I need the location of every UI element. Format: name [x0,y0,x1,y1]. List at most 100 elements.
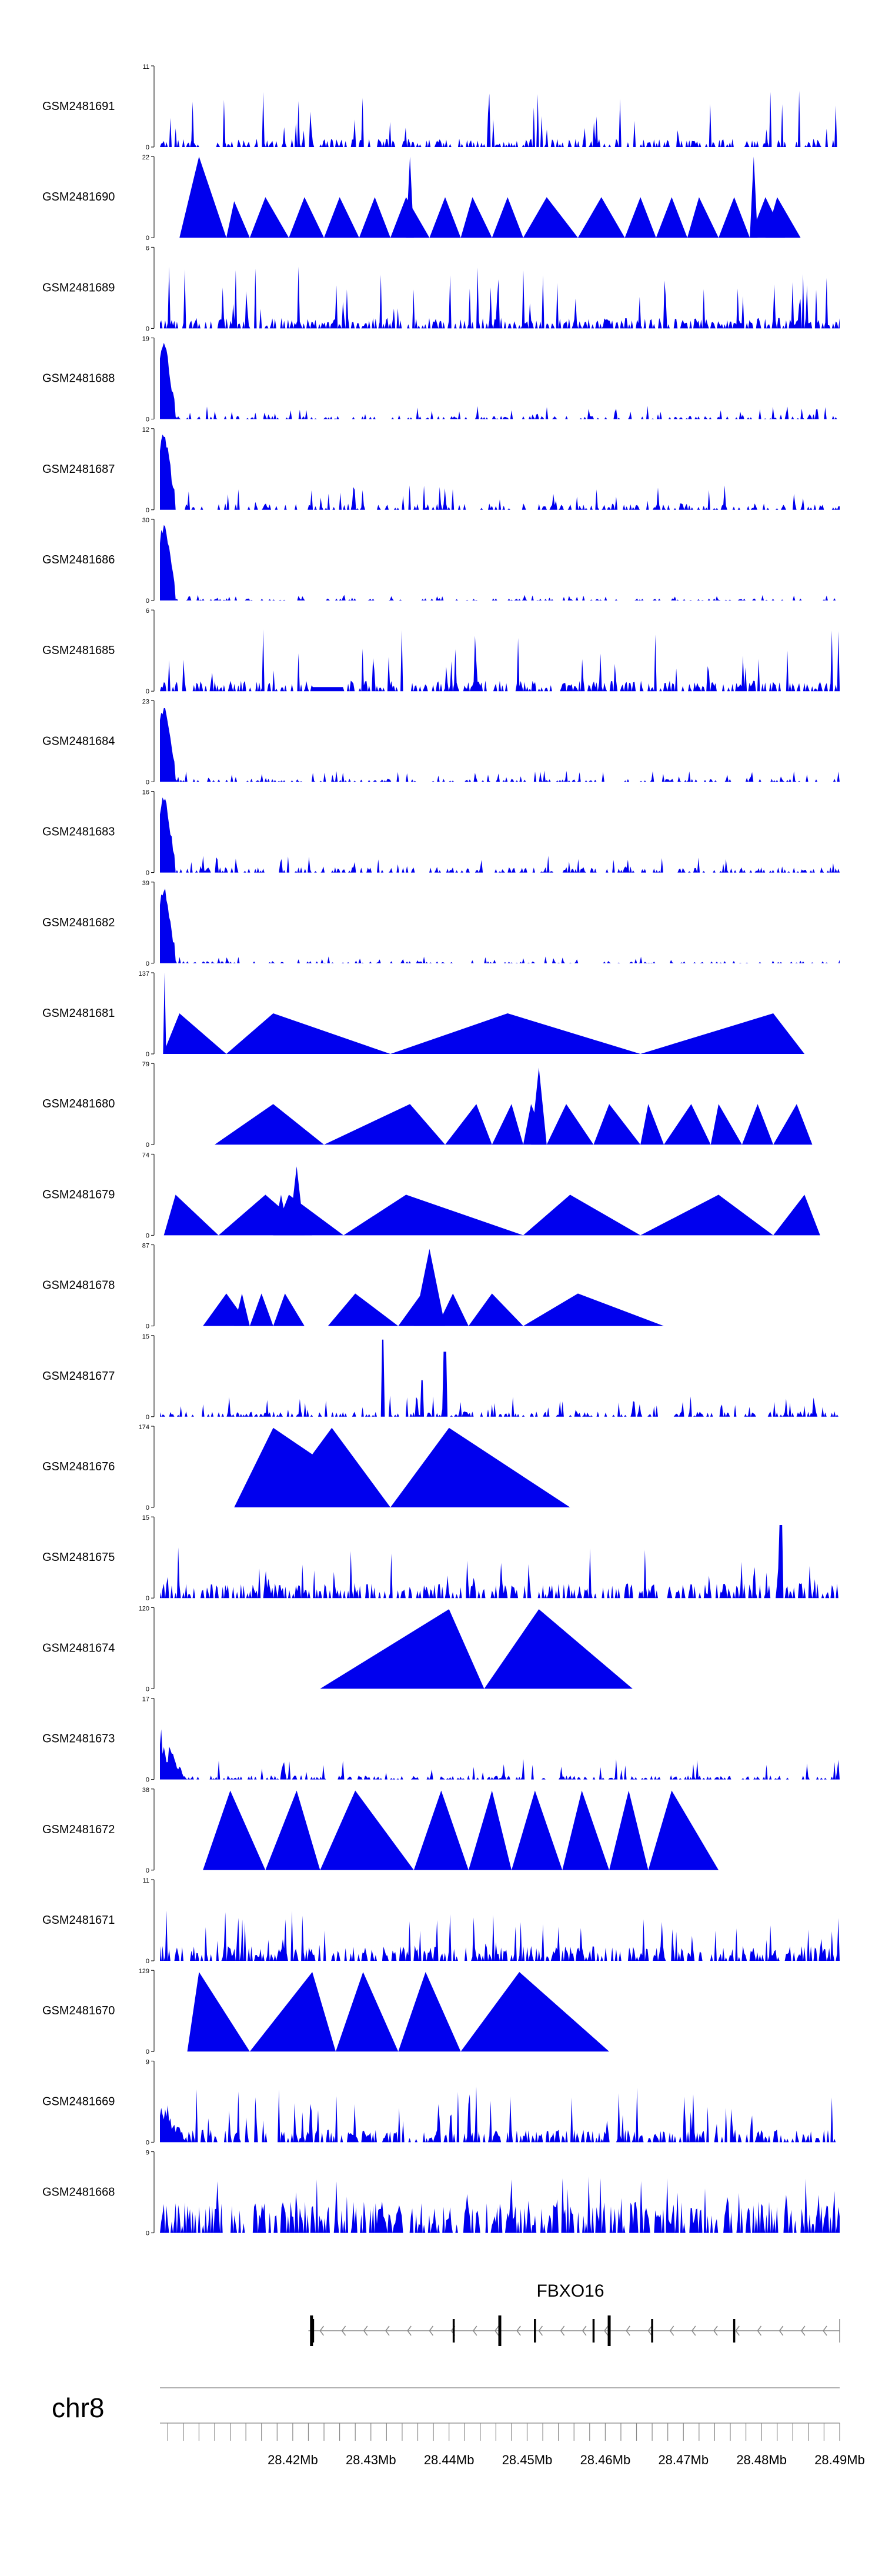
y-min-label: 0 [146,598,149,605]
y-min-label: 0 [146,416,149,423]
track-label: GSM2481675 [42,1551,115,1564]
coverage-peak [484,1609,633,1689]
y-min-label: 0 [146,1323,149,1330]
x-tick-label: 28.43Mb [346,2452,396,2467]
y-max-label: 39 [142,880,149,887]
strand-arrow [669,2325,674,2336]
coverage-peak [429,197,461,238]
y-max-label: 6 [146,608,149,615]
coverage-peak [359,197,390,238]
coverage-peak [468,1293,523,1326]
coverage-area [160,708,840,782]
y-max-label: 17 [142,1696,149,1703]
y-max-label: 6 [146,245,149,252]
y-max-label: 16 [142,789,149,796]
track-label: GSM2481685 [42,644,115,657]
y-min-label: 0 [146,1595,149,1602]
strand-arrow [800,2325,806,2336]
coverage-peak [265,1790,320,1870]
y-max-label: 12 [142,426,149,433]
y-min-label: 0 [146,1504,149,1511]
coverage-peak [531,1067,547,1145]
track-label: GSM2481689 [42,281,115,294]
y-max-label: 9 [146,2150,149,2157]
coverage-peak [750,156,758,238]
y-max-label: 79 [142,1061,149,1068]
y-min-label: 0 [146,1142,149,1149]
coverage-peak [226,201,250,238]
coverage-area [160,2086,840,2143]
track-GSM2481668: GSM2481668 9 0 [42,2150,840,2237]
y-max-label: 137 [139,970,149,977]
track-label: GSM2481681 [42,1007,115,1020]
track-GSM2481671: GSM2481671 11 0 [42,1877,840,1965]
coverage-peak [163,1194,219,1236]
track-GSM2481676: GSM2481676 174 0 [42,1424,570,1511]
track-GSM2481688: GSM2481688 19 0 [42,336,840,423]
track-GSM2481672: GSM2481672 38 0 [42,1787,719,1874]
y-max-label: 15 [142,1333,149,1340]
coverage-peak [406,156,414,238]
coverage-peak [320,1609,485,1689]
strand-arrow [604,2325,609,2336]
strand-arrow [385,2325,390,2336]
coverage-peak [203,1790,266,1870]
track-GSM2481673: GSM2481673 17 0 [42,1696,840,1784]
y-min-label: 0 [146,1051,149,1058]
coverage-peak [523,1293,664,1326]
coverage-area [160,91,840,147]
y-max-label: 129 [139,1968,149,1975]
coverage-peak [624,197,656,238]
coverage-area [160,629,840,692]
coverage-peak [390,1427,570,1507]
track-label: GSM2481677 [42,1370,115,1383]
coverage-peak [249,197,289,238]
track-GSM2481684: GSM2481684 23 0 [42,698,840,786]
coverage-peak [273,1427,390,1507]
coverage-peak [640,1013,805,1054]
coverage-peak [324,197,359,238]
coverage-peak [656,197,687,238]
coverage-peak [390,1013,641,1054]
coverage-area [160,1525,840,1599]
coverage-peak [437,1293,469,1326]
y-min-label: 0 [146,507,149,514]
coverage-peak [163,973,166,1054]
x-tick-label: 28.48Mb [736,2452,787,2467]
track-label: GSM2481683 [42,826,115,839]
coverage-peak [609,1790,649,1870]
y-min-label: 0 [146,1414,149,1421]
coverage-peak [773,1104,813,1145]
coverage-peak [640,1104,664,1145]
track-label: GSM2481669 [42,2095,115,2108]
y-max-label: 30 [142,517,149,524]
y-max-label: 174 [139,1424,149,1431]
track-GSM2481681: GSM2481681 137 0 [42,970,805,1058]
strand-arrow [363,2325,368,2336]
coverage-peak [335,1971,399,2052]
track-label: GSM2481684 [42,735,115,748]
coverage-peak [187,1971,250,2052]
coverage-peak [179,156,226,238]
y-min-label: 0 [146,1958,149,1965]
coverage-area [160,525,840,600]
coverage-peak [577,197,625,238]
y-min-label: 0 [146,1686,149,1693]
coverage-peak [492,197,523,238]
gene-track: FBXO16 [308,2281,840,2346]
track-label: GSM2481690 [42,191,115,203]
y-min-label: 0 [146,870,149,877]
track-label: GSM2481678 [42,1279,115,1292]
coverage-peak [741,1104,774,1145]
y-max-label: 9 [146,2058,149,2066]
strand-arrow [319,2325,324,2336]
track-label: GSM2481670 [42,2004,115,2017]
track-label: GSM2481679 [42,1188,115,1201]
track-GSM2481682: GSM2481682 39 0 [42,880,840,967]
track-GSM2481685: GSM2481685 6 0 [42,608,840,695]
coverage-peak [511,1790,563,1870]
track-label: GSM2481676 [42,1460,115,1473]
coverage-peak [492,1104,523,1145]
coverage-peak [687,197,719,238]
